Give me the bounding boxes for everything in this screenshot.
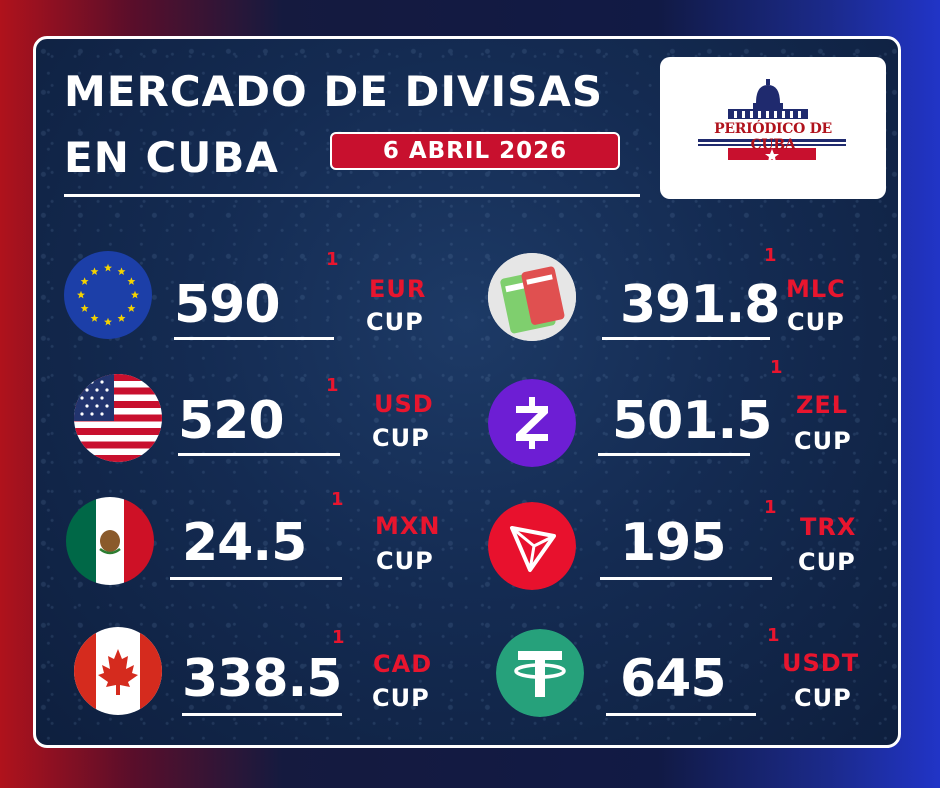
eu-star-icon [80,277,89,285]
usd-footnote: 1 [326,375,339,396]
trx-unit: CUP [798,548,856,576]
zel-underline [598,453,750,456]
capitol-icon [698,79,846,162]
title-divider [64,194,640,197]
cad-underline [182,713,342,716]
usd-unit: CUP [372,424,430,452]
eu-star-icon [127,304,136,312]
mlc-underline [602,337,770,340]
eu-star-icon [117,267,126,276]
zelle-icon [488,379,576,467]
mexico-flag-icon [66,497,154,585]
zel-footnote: 1 [770,357,783,378]
trx-value: 195 [620,513,727,573]
usdt-value: 645 [620,649,727,709]
usdt-footnote: 1 [767,625,780,646]
eu-flag-icon [64,251,152,339]
eu-star-icon [77,290,85,299]
logo-text: PERIÓDICO DE CUBA [714,121,832,153]
trx-code: TRX [800,513,857,541]
mxn-value: 24.5 [182,513,307,573]
mxn-code: MXN [375,512,441,540]
mxn-unit: CUP [376,547,434,575]
usd-value: 520 [178,391,285,451]
usdt-underline [606,713,756,716]
eu-star-icon [127,277,136,285]
zel-code: ZEL [796,391,849,419]
mlc-value: 391.8 [620,275,780,335]
tron-icon [488,502,576,590]
mxn-underline [170,577,342,580]
eur-footnote: 1 [326,249,339,270]
mlc-card-icon [488,253,576,341]
eu-star-icon [80,304,89,312]
trx-footnote: 1 [764,497,777,518]
cad-code: CAD [373,650,433,678]
trx-underline [600,577,772,580]
mlc-code: MLC [786,275,846,303]
usd-code: USD [374,390,434,418]
usdt-unit: CUP [794,684,852,712]
mlc-footnote: 1 [764,245,777,266]
zel-value: 501.5 [612,391,772,451]
mxn-footnote: 1 [331,489,344,510]
eur-code: EUR [369,275,427,303]
cad-value: 338.5 [182,649,342,709]
zel-unit: CUP [794,427,852,455]
eu-star-icon [104,317,112,326]
eur-underline [174,337,334,340]
periodico-de-cuba-logo: PERIÓDICO DE CUBA [660,57,886,199]
canada-flag-icon [74,627,162,715]
mlc-unit: CUP [787,308,845,336]
eu-star-icon [104,263,112,272]
eu-star-icon [90,267,99,276]
eur-value: 590 [174,275,281,335]
date-badge: 6 ABRIL 2026 [330,132,620,170]
tether-icon [496,629,584,717]
usdt-code: USDT [782,649,860,677]
eu-star-icon [90,314,99,322]
page-title-line1: MERCADO DE DIVISAS [64,67,604,116]
page-title-line2: EN CUBA [64,133,279,182]
usd-underline [178,453,340,456]
cad-footnote: 1 [332,627,345,648]
cad-unit: CUP [372,684,430,712]
eur-unit: CUP [366,308,424,336]
eu-star-icon [117,314,126,322]
eu-star-icon [131,290,139,299]
rates-card: MERCADO DE DIVISAS EN CUBA 6 ABRIL 2026 … [33,36,901,748]
us-flag-icon [74,374,162,462]
